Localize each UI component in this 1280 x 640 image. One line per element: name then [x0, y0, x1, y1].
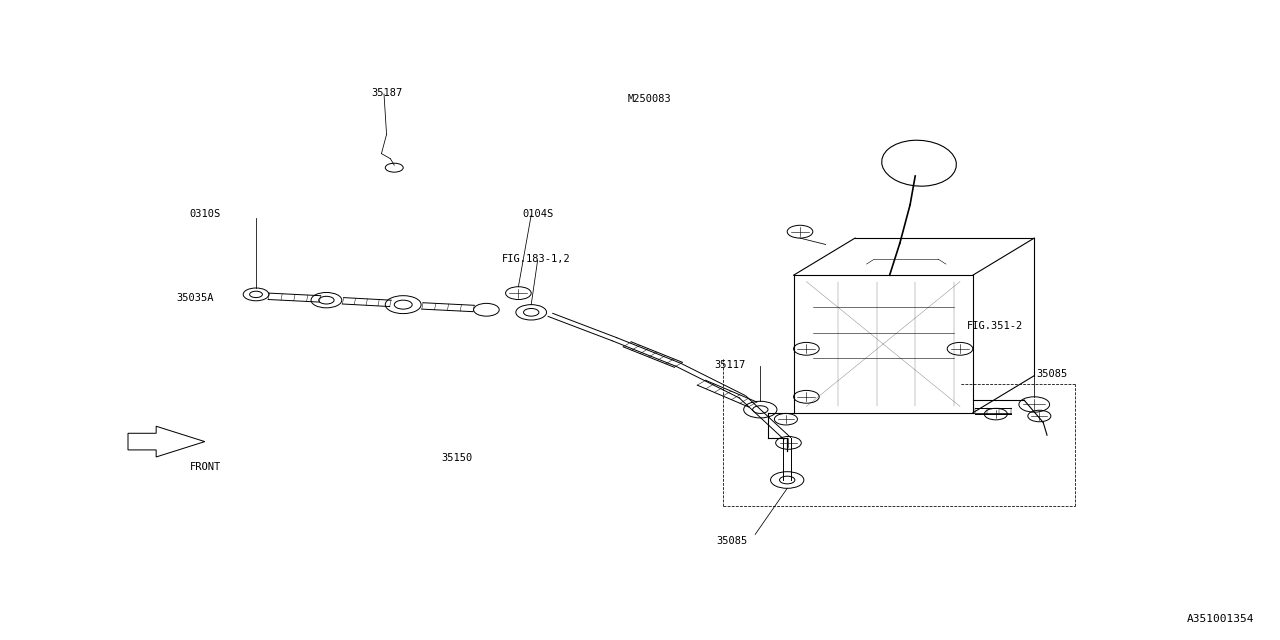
Text: A351001354: A351001354 [1187, 614, 1254, 624]
Text: M250083: M250083 [627, 94, 671, 104]
Text: 0104S: 0104S [522, 209, 553, 220]
Text: 35085: 35085 [1037, 369, 1068, 380]
Text: FIG.183-1,2: FIG.183-1,2 [502, 254, 571, 264]
Text: 0310S: 0310S [189, 209, 220, 220]
Text: 35117: 35117 [714, 360, 745, 370]
Text: 35150: 35150 [442, 452, 472, 463]
Text: 35187: 35187 [371, 88, 402, 98]
Text: FIG.351-2: FIG.351-2 [966, 321, 1023, 332]
Text: 35085: 35085 [717, 536, 748, 546]
Text: 35035A: 35035A [177, 292, 214, 303]
Text: FRONT: FRONT [189, 462, 220, 472]
